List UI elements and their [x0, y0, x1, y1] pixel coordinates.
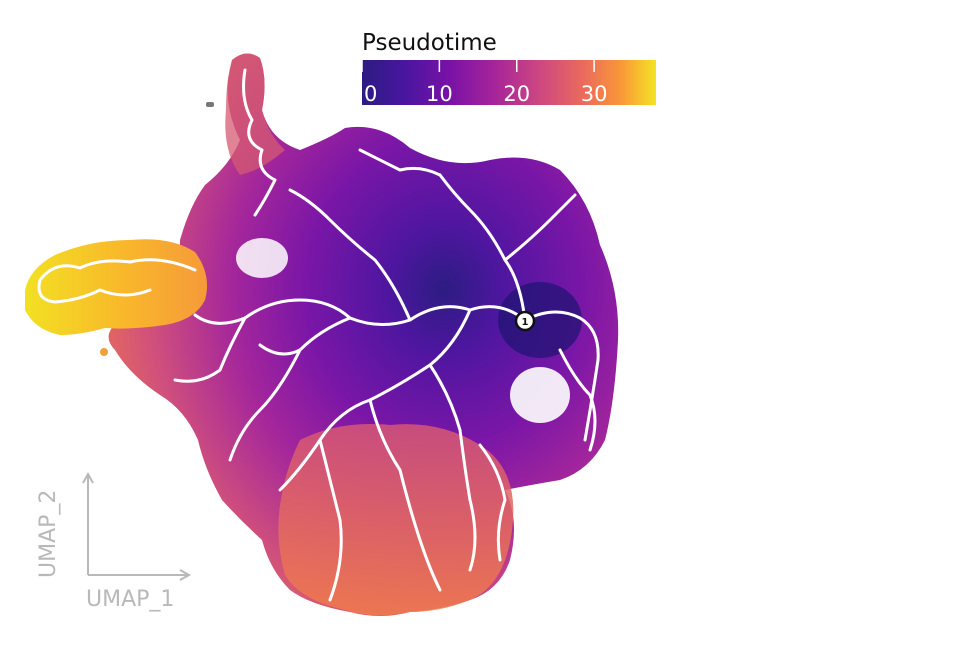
trajectory-branch	[242, 68, 277, 217]
y-axis-label: UMAP_2	[36, 489, 61, 578]
colorbar: 0 10 20 30	[361, 60, 656, 106]
trajectory-branch	[228, 348, 302, 462]
upper-left-arm	[225, 53, 285, 175]
bottom-lobe	[278, 424, 514, 616]
trajectory-branch	[318, 438, 343, 602]
x-arrowhead-icon	[179, 569, 192, 581]
trajectory-branch	[368, 398, 442, 592]
trajectory-branch	[358, 148, 442, 177]
trajectory-branch	[37, 258, 197, 304]
y-arrowhead-icon	[82, 471, 94, 484]
trajectory-branch	[438, 173, 527, 322]
trajectory-branch	[193, 298, 352, 325]
root-node-label: 1	[522, 317, 529, 328]
stray-cell	[206, 102, 214, 107]
colorbar-tick-label: 10	[426, 82, 453, 106]
trajectory-branch	[428, 363, 477, 572]
trajectory-branch	[288, 188, 412, 322]
colorbar-tick-label: 30	[581, 82, 608, 106]
stray-cell	[100, 348, 108, 356]
colorbar-title: Pseudotime	[362, 30, 497, 56]
trajectory-graph	[37, 68, 600, 602]
trajectory-branch	[173, 316, 247, 383]
trajectory-branch	[258, 305, 527, 356]
root-region	[498, 282, 582, 358]
root-node-marker	[514, 310, 536, 332]
trajectory-branch	[523, 310, 600, 442]
trajectory-branch	[558, 348, 597, 452]
left-tip	[25, 239, 208, 335]
root-node: 1	[514, 310, 536, 332]
colorbar-tick-label: 0	[364, 82, 377, 106]
hole-right	[510, 367, 570, 423]
axis-indicator	[82, 471, 192, 581]
trajectory-branch	[478, 443, 507, 562]
colorbar-gradient	[362, 60, 656, 105]
colorbar-ticks: 0 10 20 30	[361, 60, 608, 106]
x-axis-label: UMAP_1	[86, 587, 175, 612]
colorbar-tick-label: 20	[503, 82, 530, 106]
hole-upper	[236, 238, 288, 278]
cell-cloud	[25, 53, 619, 617]
trajectory-branch	[503, 193, 577, 262]
